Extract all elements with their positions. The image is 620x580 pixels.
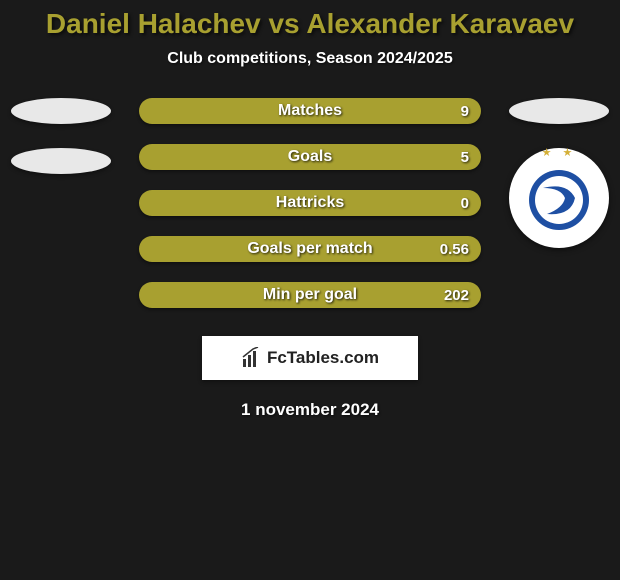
left-player-placeholder-1 — [11, 98, 111, 124]
stat-bar: Goals 5 — [139, 144, 481, 170]
stat-right-value: 0 — [461, 195, 469, 212]
right-club-badge: ★ ★ — [509, 148, 609, 248]
stat-bar: Matches 9 — [139, 98, 481, 124]
left-club-placeholder — [11, 148, 111, 174]
stat-bar: Min per goal 202 — [139, 282, 481, 308]
stat-right-value: 9 — [461, 103, 469, 120]
stat-label: Matches — [278, 102, 342, 120]
dynamo-kyiv-logo-icon — [519, 158, 599, 238]
stat-label: Min per goal — [263, 286, 357, 304]
stat-right-value: 5 — [461, 149, 469, 166]
stat-label: Goals — [288, 148, 332, 166]
page-title: Daniel Halachev vs Alexander Karavaev — [0, 0, 620, 40]
left-player-column — [6, 98, 116, 198]
stat-label: Goals per match — [247, 240, 372, 258]
site-logo: FcTables.com — [202, 336, 418, 380]
stat-bars: Matches 9 Goals 5 Hattricks 0 Goals per match 0… — [139, 98, 481, 308]
bar-chart-icon — [241, 347, 263, 369]
date-label: 1 november 2024 — [10, 400, 610, 420]
stat-bar: Hattricks 0 — [139, 190, 481, 216]
stat-right-value: 0.56 — [440, 241, 469, 258]
right-player-placeholder-1 — [509, 98, 609, 124]
stat-bar: Goals per match 0.56 — [139, 236, 481, 262]
stat-right-value: 202 — [444, 287, 469, 304]
stat-label: Hattricks — [276, 194, 344, 212]
right-player-column: ★ ★ — [504, 98, 614, 248]
comparison-content: ★ ★ Matches 9 Goals 5 Hattricks 0 Goals per ma… — [0, 98, 620, 420]
club-stars-icon: ★ ★ — [542, 146, 577, 159]
site-name: FcTables.com — [267, 348, 379, 368]
subtitle: Club competitions, Season 2024/2025 — [0, 50, 620, 68]
